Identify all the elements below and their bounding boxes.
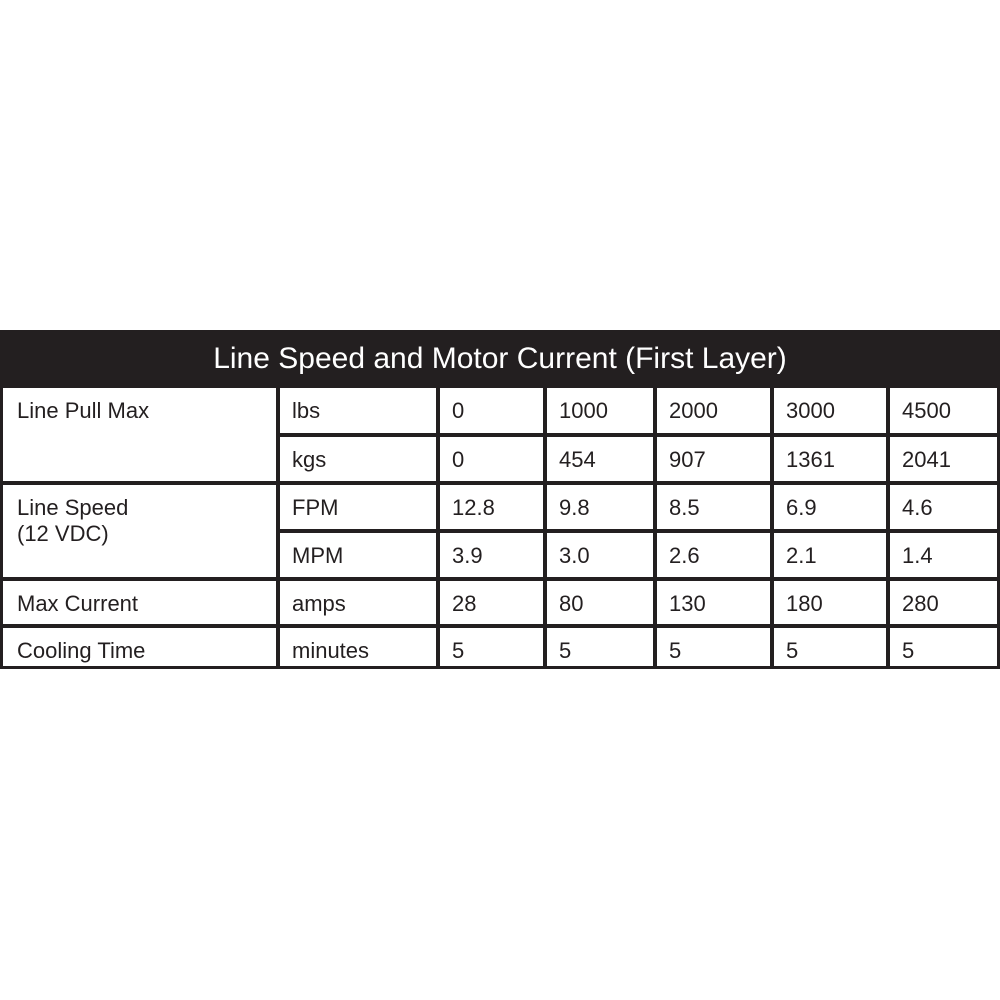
value-cell: 130 xyxy=(657,581,770,624)
value-cell: 8.5 xyxy=(657,485,770,529)
value-cell: 5 xyxy=(774,628,886,666)
value-cell: 9.8 xyxy=(547,485,653,529)
value-cell: 0 xyxy=(440,388,543,433)
unit-cell: FPM xyxy=(280,485,436,529)
value-cell: 4500 xyxy=(890,388,997,433)
value-cell: 3.9 xyxy=(440,533,543,577)
value-cell: 4.6 xyxy=(890,485,997,529)
value-cell: 0 xyxy=(440,437,543,481)
value-cell: 2.1 xyxy=(774,533,886,577)
value-cell: 1000 xyxy=(547,388,653,433)
table-grid: Line Pull Max lbs 0 1000 2000 3000 4500 kgs 0 454… xyxy=(3,388,997,666)
value-cell: 2.6 xyxy=(657,533,770,577)
value-cell: 907 xyxy=(657,437,770,481)
spec-table: Line Speed and Motor Current (First Laye… xyxy=(0,330,1000,669)
value-cell: 6.9 xyxy=(774,485,886,529)
row-label: Max Current xyxy=(3,581,276,624)
value-cell: 3.0 xyxy=(547,533,653,577)
row-label-text: Cooling Time xyxy=(17,638,146,663)
row-label-text: Max Current xyxy=(17,591,139,616)
value-cell: 5 xyxy=(890,628,997,666)
unit-cell: MPM xyxy=(280,533,436,577)
unit-cell: kgs xyxy=(280,437,436,481)
row-label-subtext: (12 VDC) xyxy=(17,521,109,546)
value-cell: 5 xyxy=(440,628,543,666)
value-cell: 2000 xyxy=(657,388,770,433)
value-cell: 1361 xyxy=(774,437,886,481)
value-cell: 3000 xyxy=(774,388,886,433)
value-cell: 2041 xyxy=(890,437,997,481)
value-cell: 5 xyxy=(657,628,770,666)
row-label: Line Speed (12 VDC) xyxy=(3,485,276,577)
row-label-text: Line Speed xyxy=(17,495,129,520)
value-cell: 280 xyxy=(890,581,997,624)
row-label: Line Pull Max xyxy=(3,388,276,481)
value-cell: 12.8 xyxy=(440,485,543,529)
row-label-text: Line Pull Max xyxy=(17,398,150,423)
unit-cell: lbs xyxy=(280,388,436,433)
value-cell: 180 xyxy=(774,581,886,624)
value-cell: 1.4 xyxy=(890,533,997,577)
value-cell: 5 xyxy=(547,628,653,666)
value-cell: 28 xyxy=(440,581,543,624)
unit-cell: minutes xyxy=(280,628,436,666)
unit-cell: amps xyxy=(280,581,436,624)
table-title: Line Speed and Motor Current (First Laye… xyxy=(213,342,787,375)
row-label: Cooling Time xyxy=(3,628,276,666)
value-cell: 80 xyxy=(547,581,653,624)
value-cell: 454 xyxy=(547,437,653,481)
